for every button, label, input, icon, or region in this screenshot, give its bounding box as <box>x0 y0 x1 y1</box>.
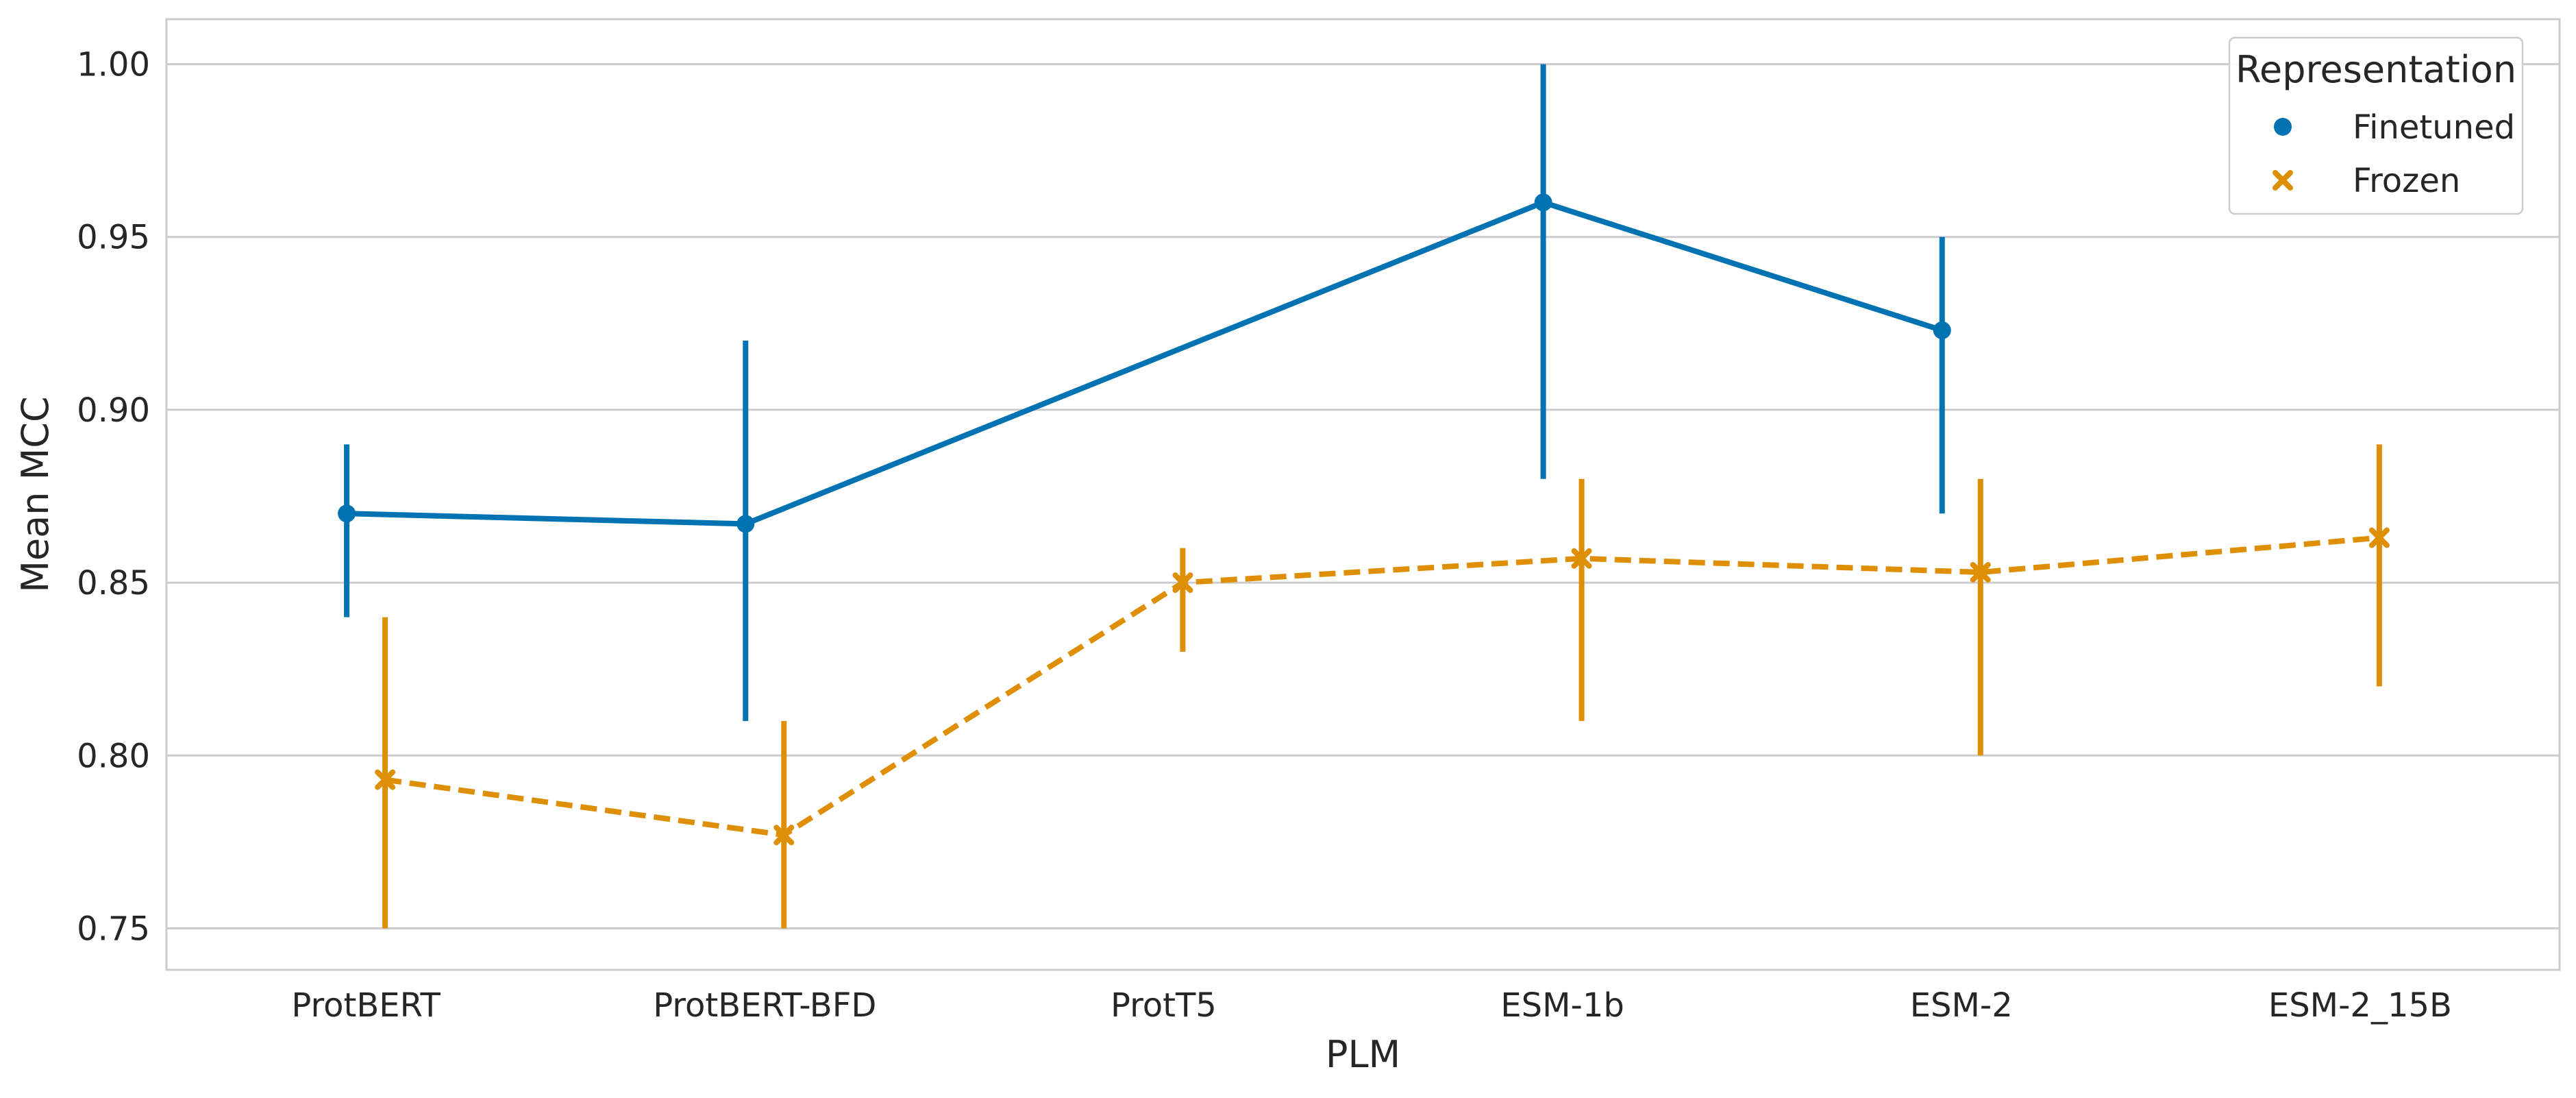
data-point <box>338 504 356 523</box>
data-point <box>2368 527 2390 548</box>
y-tick-label: 1.00 <box>77 46 150 84</box>
x-tick-label: ProtT5 <box>1111 986 1217 1025</box>
y-tick-label: 0.75 <box>77 910 150 948</box>
data-point <box>1571 548 1592 569</box>
legend-marker-finetuned <box>2274 118 2292 136</box>
legend-box <box>2228 36 2524 215</box>
plot-frame <box>165 18 2561 971</box>
x-axis-ticks: ProtBERT ProtBERT-BFD ProtT5 ESM-1b ESM-2 ESM… <box>291 986 2452 1025</box>
data-point <box>1970 561 1991 583</box>
y-axis-ticks: 0.75 0.80 0.85 0.90 0.95 1.00 <box>77 46 150 949</box>
legend-label-finetuned: Finetuned <box>2353 108 2515 147</box>
series-layer <box>338 64 2390 929</box>
y-tick-label: 0.85 <box>77 564 150 602</box>
x-axis-label: PLM <box>1326 1033 1400 1076</box>
series-frozen <box>375 444 2390 929</box>
legend-label-frozen: Frozen <box>2353 162 2460 200</box>
x-tick-label: ProtBERT-BFD <box>653 986 876 1025</box>
legend-marker-frozen <box>2272 170 2293 191</box>
y-tick-label: 0.80 <box>77 737 150 775</box>
grid-lines <box>166 63 2560 929</box>
data-point <box>1933 321 1951 339</box>
y-tick-label: 0.95 <box>77 219 150 257</box>
series-line <box>346 199 1943 527</box>
legend-title: Representation <box>2236 48 2516 91</box>
x-tick-label: ProtBERT <box>291 986 441 1025</box>
x-tick-label: ESM-2_15B <box>2268 986 2452 1025</box>
legend: Representation Finetuned Frozen <box>2228 36 2524 215</box>
data-point <box>736 515 755 533</box>
y-axis-label: Mean MCC <box>14 396 57 592</box>
data-point <box>375 769 396 790</box>
x-tick-label: ESM-2 <box>1910 986 2013 1025</box>
series-finetuned <box>338 64 1951 721</box>
data-point <box>773 825 795 846</box>
data-point <box>1534 193 1552 212</box>
y-tick-label: 0.90 <box>77 391 150 430</box>
data-point <box>1172 572 1193 594</box>
x-tick-label: ESM-1b <box>1500 986 1624 1025</box>
series-line <box>384 535 2380 838</box>
